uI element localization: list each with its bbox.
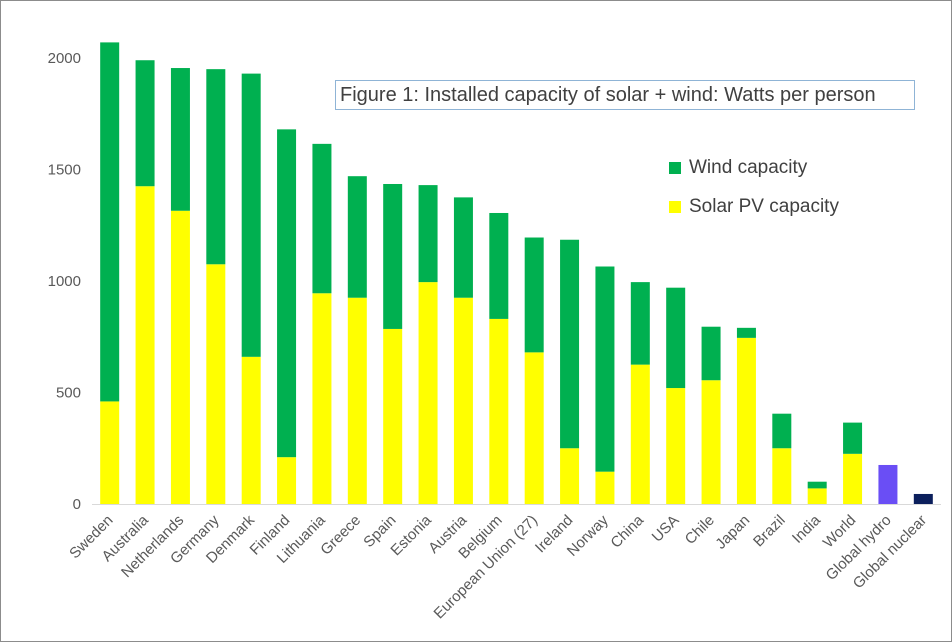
bar-solar-pv-capacity-estonia	[418, 282, 438, 504]
bar-solar-pv-capacity-sweden	[100, 401, 120, 504]
x-tick-label-chile: Chile	[682, 512, 718, 548]
legend-item-wind: Wind capacity	[669, 155, 807, 181]
bar-wind-capacity-brazil	[772, 413, 792, 449]
bar-wind-capacity-chile	[701, 326, 721, 381]
bar-solar-pv-capacity-european-union-27	[524, 352, 544, 504]
bar-wind-capacity-china	[630, 282, 650, 365]
x-tick-label-china: China	[607, 511, 647, 551]
bar-wind-capacity-belgium	[489, 212, 509, 319]
bar-wind-capacity-greece	[347, 176, 367, 298]
bar-solar-pv-capacity-greece	[347, 297, 367, 504]
y-tick-label: 1000	[48, 273, 81, 290]
bar-solar-pv-capacity-belgium	[489, 318, 509, 504]
bar-wind-capacity-austria	[453, 197, 473, 298]
y-tick-label: 1500	[48, 162, 81, 179]
bar-solar-pv-capacity-germany	[206, 264, 226, 504]
legend: Wind capacity Solar PV capacity	[661, 151, 881, 231]
legend-item-solar: Solar PV capacity	[669, 194, 839, 220]
bar-solar-pv-capacity-finland	[277, 457, 297, 504]
legend-label-wind: Wind capacity	[689, 157, 808, 178]
bar-solar-pv-capacity-ireland	[560, 448, 580, 504]
bar-solar-pv-capacity-netherlands	[170, 210, 190, 504]
bar-solar-pv-capacity-india	[807, 488, 827, 504]
x-tick-label-india: India	[789, 511, 824, 546]
legend-swatch-solar	[669, 201, 681, 213]
x-tick-label-greece: Greece	[317, 512, 364, 559]
bar-solar-pv-capacity-norway	[595, 471, 615, 504]
bar-wind-capacity-japan	[736, 327, 756, 338]
bar-solar-pv-capacity-spain	[383, 328, 403, 504]
bar-solar-pv-capacity-usa	[666, 388, 686, 504]
legend-label-solar: Solar PV capacity	[689, 196, 839, 217]
bar-solar-pv-capacity-denmark	[241, 356, 261, 504]
x-tick-label-estonia: Estonia	[387, 511, 435, 559]
y-tick-label: 0	[73, 496, 81, 513]
bar-solar-pv-capacity-chile	[701, 380, 721, 504]
x-tick-label-japan: Japan	[712, 512, 753, 553]
bar-global-nuclear	[913, 493, 933, 504]
bar-wind-capacity-sweden	[100, 42, 120, 402]
bar-global-hydro	[878, 464, 898, 504]
bar-wind-capacity-european-union-27	[524, 237, 544, 353]
bar-solar-pv-capacity-lithuania	[312, 293, 332, 504]
y-axis-ticks: 0 500 1000 1500 2000	[48, 50, 81, 513]
bar-wind-capacity-denmark	[241, 73, 261, 357]
bar-wind-capacity-netherlands	[170, 68, 190, 211]
bar-wind-capacity-estonia	[418, 185, 438, 283]
x-tick-label-usa: USA	[649, 512, 683, 546]
bar-wind-capacity-finland	[277, 129, 297, 458]
bar-wind-capacity-usa	[666, 287, 686, 389]
bar-wind-capacity-world	[843, 422, 863, 454]
bar-wind-capacity-norway	[595, 266, 615, 472]
bar-wind-capacity-spain	[383, 183, 403, 329]
bar-solar-pv-capacity-world	[843, 453, 863, 504]
legend-swatch-wind	[669, 162, 681, 174]
bar-solar-pv-capacity-brazil	[772, 448, 792, 504]
bar-solar-pv-capacity-china	[630, 364, 650, 504]
y-tick-label: 2000	[48, 50, 81, 67]
bars-group	[100, 42, 933, 504]
bar-wind-capacity-lithuania	[312, 143, 332, 294]
y-tick-label: 500	[56, 385, 81, 402]
bar-wind-capacity-australia	[135, 60, 155, 187]
bar-wind-capacity-india	[807, 481, 827, 489]
bar-solar-pv-capacity-austria	[453, 297, 473, 504]
bar-solar-pv-capacity-australia	[135, 186, 155, 504]
bar-wind-capacity-ireland	[560, 239, 580, 449]
x-tick-label-brazil: Brazil	[750, 512, 789, 551]
bar-solar-pv-capacity-japan	[736, 337, 756, 504]
x-axis-category-labels: SwedenAustraliaNetherlandsGermanyDenmark…	[66, 511, 930, 622]
chart-title: Figure 1: Installed capacity of solar + …	[335, 80, 915, 110]
bar-wind-capacity-germany	[206, 69, 226, 265]
